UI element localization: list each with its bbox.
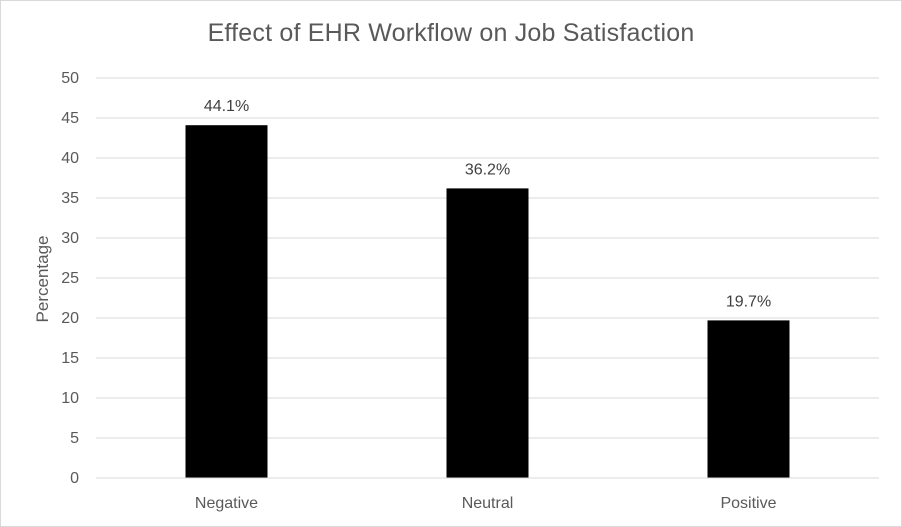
bar-neutral bbox=[446, 188, 529, 478]
y-tick-label: 35 bbox=[61, 190, 79, 207]
y-tick-label: 45 bbox=[61, 110, 79, 127]
y-axis-title: Percentage bbox=[33, 236, 52, 323]
y-tick-label: 0 bbox=[70, 470, 79, 487]
y-tick-label: 30 bbox=[61, 230, 79, 247]
bar-positive bbox=[707, 320, 790, 478]
y-tick-label: 5 bbox=[70, 430, 79, 447]
y-tick-label: 20 bbox=[61, 310, 79, 327]
y-tick-label: 40 bbox=[61, 150, 79, 167]
x-category-label-positive: Positive bbox=[720, 495, 776, 512]
y-tick-label: 10 bbox=[61, 390, 79, 407]
y-tick-label: 25 bbox=[61, 270, 79, 287]
bar-negative bbox=[185, 125, 268, 478]
y-tick-label: 50 bbox=[61, 70, 79, 87]
x-category-label-negative: Negative bbox=[195, 495, 258, 512]
data-label-negative: 44.1% bbox=[204, 98, 249, 115]
y-tick-label: 15 bbox=[61, 350, 79, 367]
chart-title: Effect of EHR Workflow on Job Satisfacti… bbox=[207, 19, 695, 47]
x-category-label-neutral: Neutral bbox=[462, 495, 514, 512]
data-label-neutral: 36.2% bbox=[465, 161, 510, 178]
data-label-positive: 19.7% bbox=[726, 293, 771, 310]
